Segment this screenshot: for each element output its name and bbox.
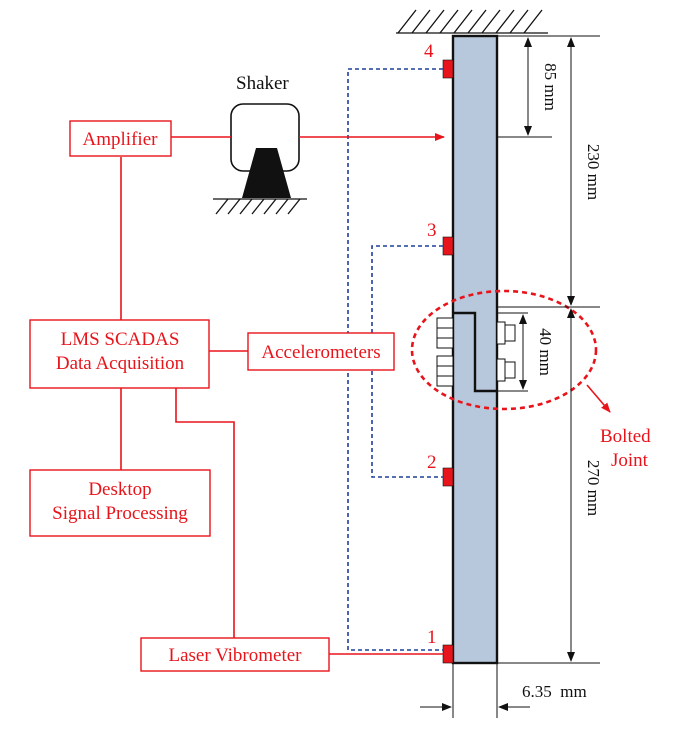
- laser-vibrometer-label: Laser Vibrometer: [168, 645, 302, 666]
- sensor-number-1: 1: [427, 627, 437, 648]
- bolted-joint-label-line1: Bolted: [600, 426, 651, 447]
- amplifier-box: [69, 120, 172, 157]
- fixed-support: [396, 9, 548, 34]
- joint-overlap-line: [453, 311, 497, 393]
- dim-85mm-label: 85 mm: [541, 63, 560, 111]
- sensor-number-3: 3: [427, 220, 437, 241]
- lms-scadas-box: [29, 319, 210, 389]
- sensor-1: [442, 644, 454, 664]
- shaker: [213, 103, 307, 215]
- shaker-label: Shaker: [236, 73, 289, 94]
- bolted-joint-arrow: [586, 384, 611, 413]
- sensor-number-4: 4: [424, 41, 434, 62]
- lms-scadas-label-line2: Data Acquisition: [56, 353, 185, 374]
- desktop-box: [29, 469, 211, 537]
- bolted-joint-label-line2: Joint: [611, 450, 649, 471]
- dim-230mm-label: 230 mm: [584, 144, 603, 200]
- sensor-4: [442, 59, 454, 79]
- sensor-2: [442, 467, 454, 487]
- desktop-label-line2: Signal Processing: [52, 503, 188, 524]
- dim-270mm-label: 270 mm: [584, 460, 603, 516]
- lms-scadas-label-line1: LMS SCADAS: [61, 329, 180, 350]
- dim-40mm-label: 40 mm: [536, 328, 555, 376]
- amplifier-label: Amplifier: [83, 129, 159, 150]
- sensor-number-2: 2: [427, 452, 437, 473]
- dimension-lines: [420, 35, 600, 718]
- accelerometers-label: Accelerometers: [261, 342, 380, 363]
- bolted-joint-ellipse: [410, 289, 598, 411]
- accelerometers-box: [247, 332, 395, 371]
- laser-vibrometer-box: [140, 637, 330, 672]
- dim-thickness-label: 6.35 mm: [522, 682, 587, 701]
- signal-wiring: [120, 133, 445, 655]
- desktop-label-line1: Desktop: [88, 479, 151, 500]
- bolts: [436, 317, 516, 387]
- sensor-3: [442, 236, 454, 256]
